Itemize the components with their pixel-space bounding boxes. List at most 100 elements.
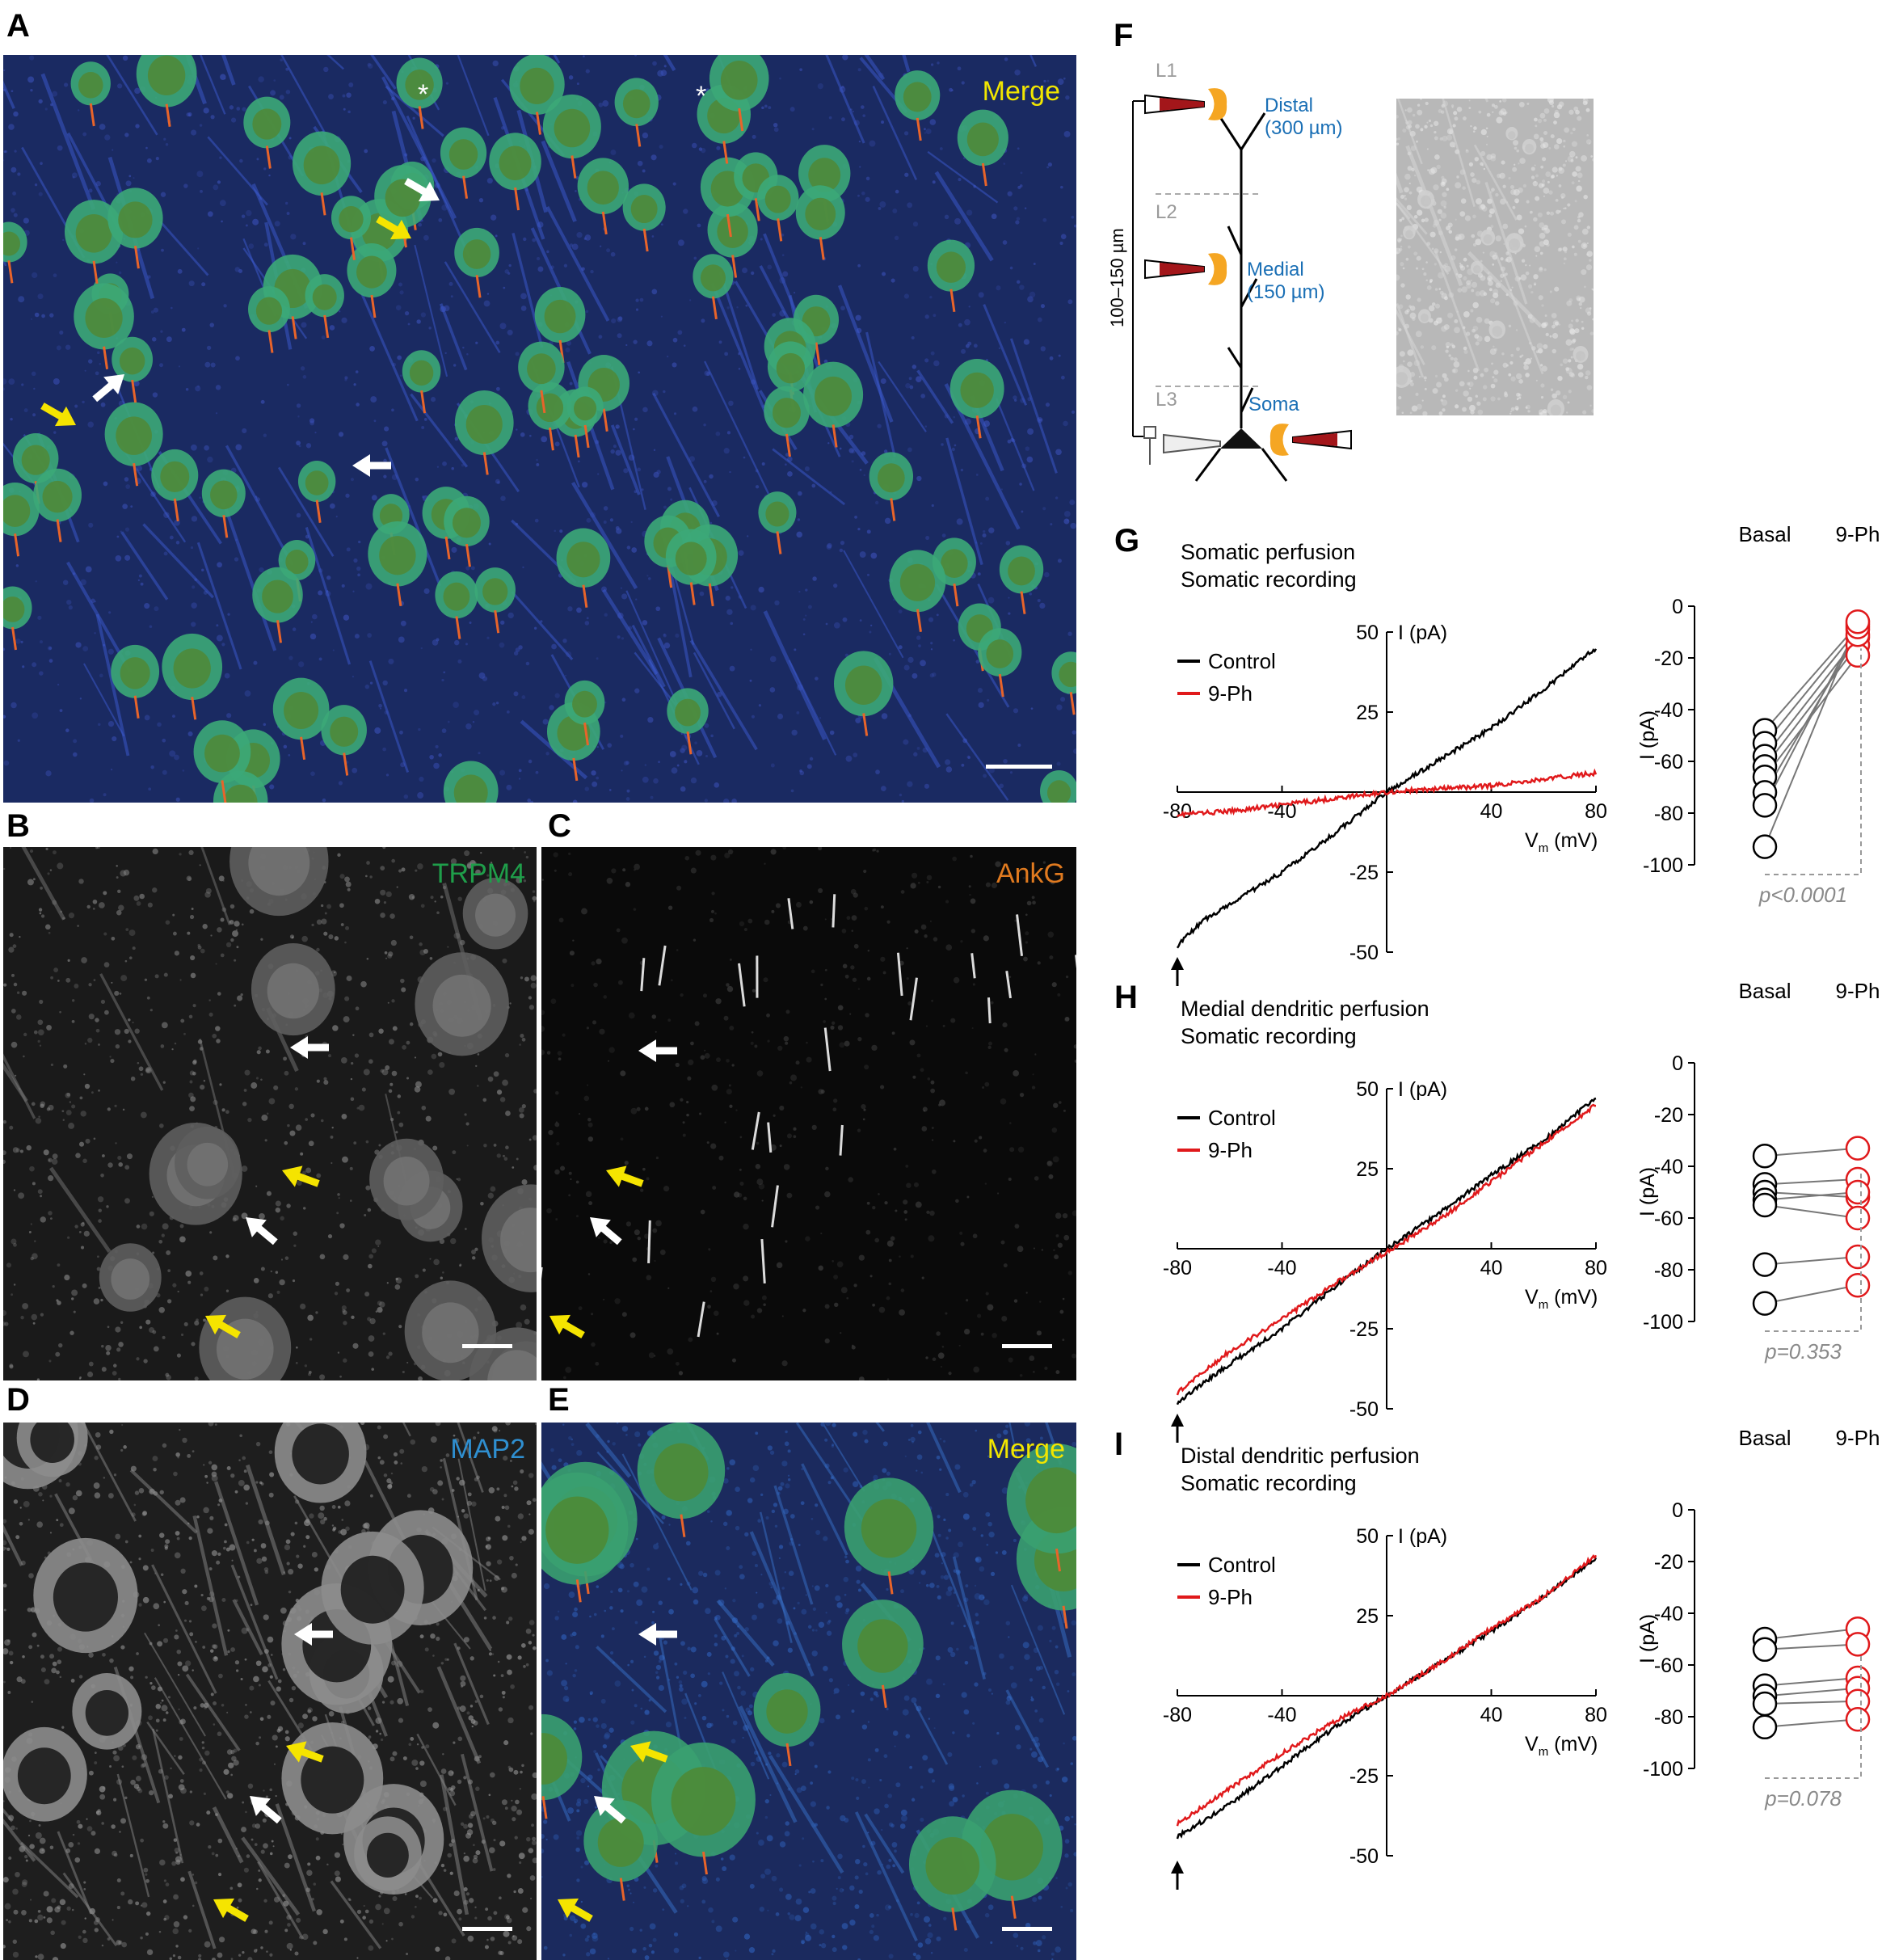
panel-g-plots: G Somatic perfusion Somatic recording -80 -4… — [1114, 522, 1880, 986]
panel-e-micrograph: Merge — [541, 1423, 1076, 1960]
panel-letter-c: C — [548, 808, 571, 844]
pair-line — [1764, 623, 1859, 731]
dot-group-label-0: Basal — [1738, 522, 1791, 546]
scale-bar — [1002, 1927, 1052, 1931]
dot-group-label-1: 9-Ph — [1836, 522, 1880, 546]
pair-line — [1764, 1204, 1859, 1219]
dot-y-tick-label: -20 — [1654, 1551, 1683, 1574]
legend-label-0: Control — [1208, 1553, 1276, 1577]
channel-label-map2: MAP2 — [450, 1434, 525, 1465]
arrow-marker — [404, 178, 440, 202]
layer-label-l3: L3 — [1156, 389, 1177, 411]
p-value: p<0.0001 — [1758, 883, 1847, 907]
dot-y-tick-label: -40 — [1654, 1603, 1683, 1625]
panel-letter-i: I — [1114, 1427, 1123, 1462]
dot-y-tick-label: -60 — [1654, 1208, 1683, 1230]
y-tick-label: 25 — [1356, 1158, 1379, 1181]
basal-point — [1752, 1143, 1778, 1169]
x-tick-label: -80 — [1163, 1257, 1192, 1279]
neuron-schematic: L1 L2 L3 100–150 µm — [1107, 60, 1352, 482]
dot-y-tick-label: -40 — [1654, 699, 1683, 722]
plot-title-line1: Somatic perfusion — [1181, 540, 1355, 564]
dot-y-tick-label: -20 — [1654, 1104, 1683, 1127]
dot-group-label-0: Basal — [1738, 979, 1791, 1003]
arrow-marker — [606, 1165, 644, 1187]
pair-line — [1764, 1147, 1859, 1157]
dot-y-tick-label: -100 — [1643, 1758, 1683, 1781]
pair-line — [1764, 1284, 1859, 1305]
dendrite-branch — [1240, 387, 1254, 413]
arrow-marker — [290, 1036, 329, 1059]
x-tick-label: -40 — [1267, 1257, 1296, 1279]
arrow-marker — [638, 1039, 677, 1062]
pair-line — [1764, 644, 1859, 768]
dot-y-tick-label: -80 — [1654, 1706, 1683, 1729]
arrow-marker — [590, 1217, 622, 1246]
dot-group-label-1: 9-Ph — [1836, 1426, 1880, 1450]
arrow-marker — [92, 374, 124, 403]
pair-line — [1764, 1718, 1859, 1728]
asterisk-marker: * — [418, 79, 428, 110]
arrow-marker — [376, 216, 411, 240]
x-tick-label: 40 — [1480, 1257, 1503, 1279]
basal-dendrite — [1194, 448, 1222, 482]
y-tick-label: 50 — [1356, 1525, 1379, 1548]
panel-h-plots: H Medial dendritic perfusion Somatic recor… — [1114, 979, 1880, 1443]
dendrite-branch — [1219, 116, 1243, 150]
iv-trace-9-ph — [1176, 1103, 1596, 1396]
panel-d-micrograph: MAP2 — [3, 1423, 537, 1960]
dot-y-tick-label: -80 — [1654, 1259, 1683, 1282]
pair-line — [1764, 621, 1859, 847]
panel-letter-e: E — [548, 1382, 570, 1418]
merge-image-e — [541, 1423, 1076, 1960]
perfusion-pipette-distal — [1144, 88, 1227, 120]
x-tick-label: -80 — [1163, 1704, 1192, 1726]
dot-y-tick-label: 0 — [1672, 1499, 1683, 1522]
brightfield-image — [1396, 99, 1594, 415]
pair-line — [1764, 1700, 1859, 1705]
dot-group-label-1: 9-Ph — [1836, 979, 1880, 1003]
perfusion-pipette-soma — [1269, 424, 1352, 456]
y-axis-label: I (pA) — [1398, 1078, 1447, 1101]
arrow-marker — [205, 1314, 241, 1338]
treatment-point — [1845, 1632, 1871, 1657]
basal-point — [1752, 1637, 1778, 1663]
dendrite-branch — [1240, 112, 1266, 150]
arrow-marker — [594, 1796, 626, 1824]
y-tick-label: 50 — [1356, 622, 1379, 644]
x-tick-label: 80 — [1585, 1704, 1607, 1726]
x-axis-label: Vm (mV) — [1525, 1286, 1598, 1312]
basal-point — [1752, 834, 1778, 859]
dendrite-branch — [1227, 347, 1243, 369]
legend-label-1: 9-Ph — [1208, 1138, 1253, 1162]
treatment-point — [1845, 1244, 1871, 1270]
y-tick-label: -25 — [1349, 1318, 1379, 1341]
legend-label-0: Control — [1208, 1106, 1276, 1130]
map2-image — [3, 1423, 537, 1960]
panel-a-micrograph: * * Merge — [3, 55, 1076, 803]
legend-label-1: 9-Ph — [1208, 1585, 1253, 1609]
y-tick-label: 25 — [1356, 702, 1379, 724]
pair-line — [1764, 1687, 1859, 1697]
channel-label-trpm4: TRPM4 — [432, 858, 525, 889]
scale-bar — [1002, 1344, 1052, 1348]
y-tick-label: -50 — [1349, 942, 1379, 964]
pair-line — [1764, 1643, 1859, 1650]
treatment-point — [1845, 609, 1871, 634]
asterisk-marker: * — [696, 81, 706, 112]
dot-y-tick-label: 0 — [1672, 596, 1683, 618]
scale-bar — [462, 1927, 512, 1931]
pair-line — [1764, 1628, 1859, 1640]
plot-title-line1: Distal dendritic perfusion — [1181, 1444, 1420, 1468]
legend-label-1: 9-Ph — [1208, 681, 1253, 706]
site-label-soma: Soma — [1248, 394, 1299, 415]
panel-c-micrograph: AnkG — [541, 847, 1076, 1380]
soma-triangle — [1220, 428, 1262, 449]
dot-y-tick-label: -100 — [1643, 1311, 1683, 1334]
panel-letter-d: D — [6, 1382, 30, 1418]
plot-title-line1: Medial dendritic perfusion — [1181, 997, 1429, 1021]
arrow-marker — [286, 1741, 324, 1763]
x-tick-label: 80 — [1585, 1257, 1607, 1279]
arrow-marker — [294, 1623, 333, 1646]
depth-label: 100–150 µm — [1107, 228, 1127, 327]
